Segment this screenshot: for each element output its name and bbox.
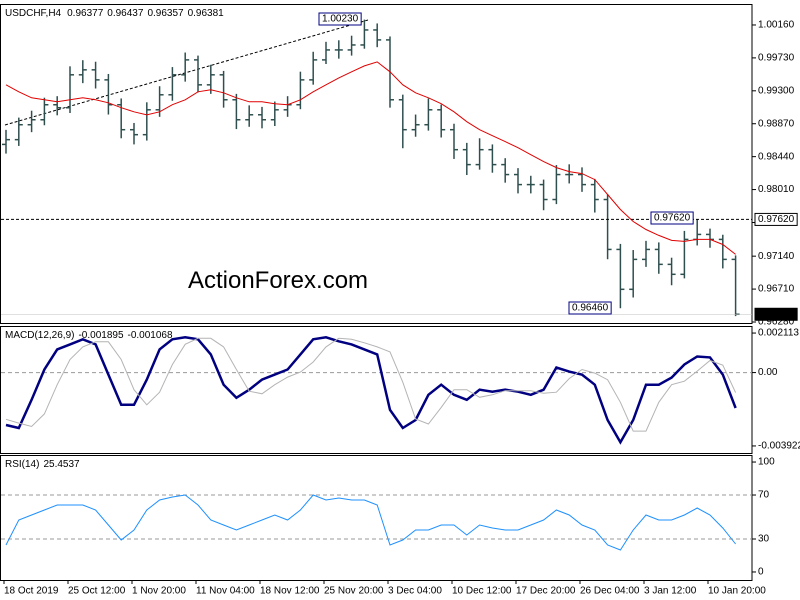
y-tick-label: 0.99300 xyxy=(758,85,795,96)
series-line xyxy=(5,61,736,255)
x-tick-label: 25 Nov 20:00 xyxy=(324,586,384,597)
y-tick-label: 0.98870 xyxy=(758,118,795,129)
y-tick-label: 100 xyxy=(758,457,775,468)
x-tick-label: 10 Dec 12:00 xyxy=(452,586,512,597)
price-level-label: 0.97620 xyxy=(758,214,795,225)
panel-frame xyxy=(0,4,753,324)
last-price-label: 0.96381 xyxy=(758,309,795,320)
x-tick-label: 26 Dec 04:00 xyxy=(580,586,640,597)
panel-title: USDCHF,H4 xyxy=(5,8,62,19)
x-tick-label: 25 Oct 12:00 xyxy=(68,586,126,597)
panel-header: USDCHF,H4 0.96377 0.96437 0.96357 0.96381 xyxy=(5,8,224,19)
y-tick-label: 0.00 xyxy=(758,367,778,378)
header-value: 0.96437 xyxy=(107,8,144,19)
x-tick-label: 1 Nov 20:00 xyxy=(132,586,186,597)
panel-frame xyxy=(0,455,753,581)
y-tick-label: 30 xyxy=(758,534,770,545)
y-tick-label: 0.96710 xyxy=(758,284,795,295)
x-tick-label: 18 Nov 12:00 xyxy=(260,586,320,597)
series-line xyxy=(5,336,737,445)
header-value: -0.001895 xyxy=(78,330,123,341)
y-tick-label: 0.96280 xyxy=(758,317,795,328)
price-annotation-box xyxy=(318,12,362,26)
panel-frame xyxy=(0,326,753,454)
y-tick-label: 1.00160 xyxy=(758,20,795,31)
panel-title: MACD(12,26,9) xyxy=(5,330,74,341)
header-value: -0.001068 xyxy=(128,330,173,341)
price-annotation-box xyxy=(568,301,612,315)
y-tick-label: 0.97140 xyxy=(758,251,795,262)
y-tick-label: 0.002113 xyxy=(758,328,799,339)
panel-title: RSI(14) xyxy=(5,459,39,470)
watermark: ActionForex.com xyxy=(188,267,368,294)
header-value: 0.96381 xyxy=(188,8,225,19)
y-tick-label: -0.003922 xyxy=(758,441,800,452)
panel-header: MACD(12,26,9) -0.001895 -0.001068 xyxy=(5,330,173,341)
y-tick-label: 0 xyxy=(758,567,764,578)
last-price-label-box xyxy=(754,307,798,321)
y-tick-label: 70 xyxy=(758,490,770,501)
panel-header: RSI(14) 25.4537 xyxy=(5,459,80,470)
price-annotation: 1.00230 xyxy=(322,14,359,25)
x-tick-label: 3 Dec 04:00 xyxy=(388,586,442,597)
price-annotation: 0.97620 xyxy=(654,213,691,224)
y-tick-label: 0.98010 xyxy=(758,184,795,195)
x-tick-label: 18 Oct 2019 xyxy=(4,586,59,597)
price-level-label-box xyxy=(754,212,798,226)
header-value: 0.96377 xyxy=(67,8,104,19)
x-tick-label: 3 Jan 12:00 xyxy=(644,586,697,597)
price-annotation: 0.96460 xyxy=(572,303,609,314)
y-tick-label: 0.99730 xyxy=(758,53,795,64)
x-tick-label: 11 Nov 04:00 xyxy=(196,586,255,597)
series-line xyxy=(5,337,737,432)
series-line xyxy=(5,494,736,551)
x-tick-label: 10 Jan 20:00 xyxy=(708,586,766,597)
header-value: 0.96357 xyxy=(147,8,184,19)
y-tick-label: 0.98440 xyxy=(758,151,795,162)
trend-line xyxy=(4,19,369,126)
x-tick-label: 17 Dec 20:00 xyxy=(516,586,576,597)
price-annotation-box xyxy=(650,211,694,225)
header-value: 25.4537 xyxy=(43,459,80,470)
